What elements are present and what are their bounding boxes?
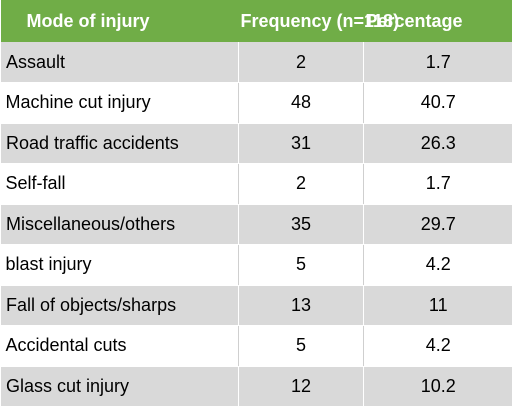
percentage-cell: 4.2 bbox=[364, 326, 512, 367]
frequency-cell: 48 bbox=[239, 83, 364, 124]
percentage-cell: 11 bbox=[364, 285, 512, 326]
mode-cell: Accidental cuts bbox=[1, 326, 239, 367]
frequency-cell: 31 bbox=[239, 123, 364, 164]
table-header: Mode of injury Frequency (n=118) Percent… bbox=[1, 0, 512, 42]
mode-cell: Road traffic accidents bbox=[1, 123, 239, 164]
header-mode-of-injury: Mode of injury bbox=[1, 0, 239, 42]
frequency-cell: 2 bbox=[239, 164, 364, 205]
frequency-cell: 35 bbox=[239, 204, 364, 245]
percentage-cell: 1.7 bbox=[364, 42, 512, 83]
header-percentage: Percentage bbox=[364, 0, 512, 42]
percentage-cell: 40.7 bbox=[364, 83, 512, 124]
mode-cell: Self-fall bbox=[1, 164, 239, 205]
mode-cell: Fall of objects/sharps bbox=[1, 285, 239, 326]
percentage-cell: 29.7 bbox=[364, 204, 512, 245]
percentage-cell: 26.3 bbox=[364, 123, 512, 164]
header-row: Mode of injury Frequency (n=118) Percent… bbox=[1, 0, 512, 42]
mode-cell: Machine cut injury bbox=[1, 83, 239, 124]
percentage-cell: 1.7 bbox=[364, 164, 512, 205]
frequency-cell: 5 bbox=[239, 326, 364, 367]
frequency-cell: 13 bbox=[239, 285, 364, 326]
mode-cell: Assault bbox=[1, 42, 239, 83]
frequency-cell: 12 bbox=[239, 366, 364, 407]
mode-cell: Miscellaneous/others bbox=[1, 204, 239, 245]
percentage-cell: 4.2 bbox=[364, 245, 512, 286]
percentage-cell: 10.2 bbox=[364, 366, 512, 407]
header-frequency: Frequency (n=118) bbox=[239, 0, 364, 42]
mode-cell: Glass cut injury bbox=[1, 366, 239, 407]
mode-cell: blast injury bbox=[1, 245, 239, 286]
frequency-cell: 2 bbox=[239, 42, 364, 83]
frequency-cell: 5 bbox=[239, 245, 364, 286]
